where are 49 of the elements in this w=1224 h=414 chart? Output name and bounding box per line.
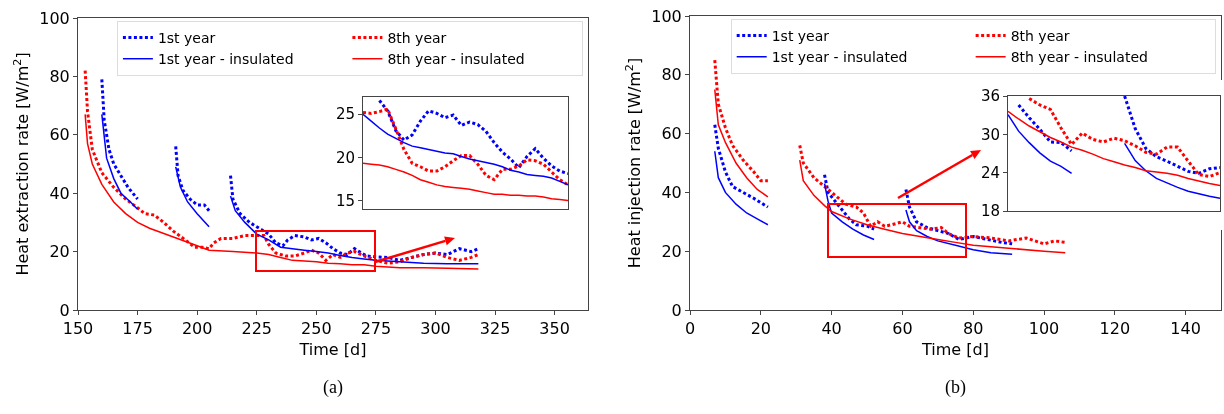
text: (b)	[945, 377, 966, 398]
text: (a)	[323, 377, 343, 398]
y-tick-label: 80	[661, 65, 682, 85]
x-tick-label: 350	[539, 319, 570, 339]
y-tick-label: 40	[49, 183, 70, 203]
y-tick-label: 60	[661, 124, 682, 144]
y-tick-label: 18	[980, 202, 1000, 221]
legend-label: 1st year - insulated	[157, 51, 294, 68]
y-tick-label: 40	[661, 183, 682, 202]
x-tick-label: 200	[181, 319, 213, 339]
x-tick-label: 100	[1028, 319, 1060, 339]
y-tick-label: 60	[49, 125, 70, 145]
legend-label: 1st year	[771, 28, 830, 44]
x-tick-label: 250	[301, 319, 332, 339]
x-tick-label: 0	[684, 319, 696, 339]
y-tick-label: 80	[49, 67, 70, 86]
x-tick-label: 175	[122, 319, 153, 339]
y-tick-label: 25	[335, 105, 355, 124]
y-tick-label: 0	[671, 300, 682, 320]
legend-label: 8th year - insulated	[1010, 49, 1148, 66]
line-series	[363, 162, 568, 202]
x-tick-label: 275	[360, 319, 392, 339]
y-tick-label: 20	[49, 242, 70, 262]
legend-label: 8th year	[1010, 28, 1070, 44]
x-tick-label: 60	[892, 319, 913, 339]
y-tick-label: 30	[980, 125, 1000, 144]
y-tick-label: 0	[59, 300, 70, 320]
x-tick-label: 140	[1170, 319, 1201, 339]
y-tick-label: 36	[980, 87, 1000, 106]
x-axis-title: Time [d]	[921, 339, 989, 359]
x-tick-label: 225	[241, 319, 273, 339]
y-tick-label: 15	[335, 191, 355, 210]
x-axis-title: Time [d]	[298, 339, 367, 359]
y-tick-label: 24	[980, 163, 1000, 182]
x-tick-label: 325	[479, 319, 511, 339]
legend-label: 1st year - insulated	[771, 49, 908, 66]
x-tick-label: 40	[821, 319, 842, 339]
x-tick-label: 20	[750, 319, 771, 339]
legend-label: 8th year - insulated	[387, 51, 525, 68]
x-tick-label: 80	[963, 319, 984, 339]
legend-label: 1st year	[157, 29, 216, 46]
x-tick-label: 120	[1099, 319, 1131, 339]
x-tick-label: 300	[420, 319, 451, 339]
y-tick-label: 20	[335, 148, 355, 167]
x-tick-label: 150	[62, 319, 94, 339]
legend-label: 8th year	[387, 29, 447, 46]
y-tick-label: 100	[651, 6, 682, 26]
y-tick-label: 20	[661, 241, 682, 261]
y-tick-label: 100	[39, 8, 70, 28]
